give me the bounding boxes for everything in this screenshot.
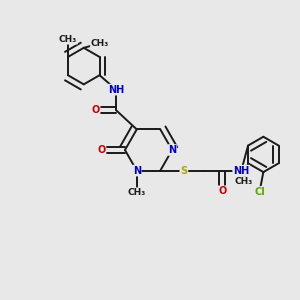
Text: O: O	[218, 186, 226, 196]
Text: N: N	[168, 145, 176, 155]
Text: O: O	[97, 145, 106, 155]
Text: CH₃: CH₃	[128, 188, 146, 197]
Text: S: S	[180, 166, 188, 176]
Text: O: O	[92, 105, 100, 115]
Text: CH₃: CH₃	[91, 39, 109, 48]
Text: CH₃: CH₃	[59, 35, 77, 44]
Text: NH: NH	[108, 85, 124, 94]
Text: N: N	[133, 166, 141, 176]
Text: CH₃: CH₃	[235, 177, 253, 186]
Text: NH: NH	[233, 166, 249, 176]
Text: Cl: Cl	[254, 187, 265, 197]
